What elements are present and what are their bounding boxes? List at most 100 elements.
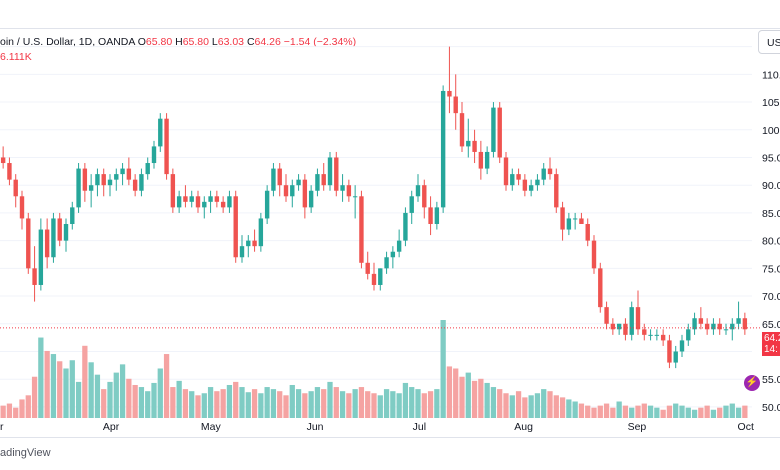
tradingview-logo[interactable]: adingView [0,447,51,459]
candle-body [560,207,565,230]
candle-body [466,140,471,147]
candle-body [13,179,18,197]
volume-bar [673,403,679,418]
candle-body [346,185,352,197]
candle-body [654,334,660,336]
volume-bar [735,407,742,418]
candle-body [447,90,452,97]
volume-bar [654,407,660,418]
volume-bar [572,401,578,418]
x-tick-label: Jul [413,421,426,433]
volume-bar [528,395,534,418]
volume-bar [390,391,396,418]
candle-body [642,329,647,335]
candle-body [371,273,377,285]
volume-bar [497,389,503,418]
candle-body [428,207,433,224]
candle-body [491,107,496,152]
candle-body [503,157,509,186]
volume-bar [138,387,145,418]
y-tick-label: 65.00 [762,319,780,331]
candle-body [51,218,56,258]
candle-body [57,218,62,241]
candle-body [686,329,691,341]
volume-bar [88,362,94,418]
volume-bar [698,407,704,418]
candle-body [227,196,232,208]
volume-bar [685,407,691,418]
candle-body [195,196,201,208]
candle-body [7,163,12,180]
candle-body [0,157,6,164]
volume-bar [31,376,38,418]
volume-bar [214,391,220,418]
volume-bar [484,382,490,418]
candle-body [327,157,333,186]
volume-bar [69,360,75,418]
volume-bar [610,407,616,418]
currency-button[interactable]: USD [758,30,780,54]
candle-body [730,323,735,330]
candle-body [233,196,238,258]
volume-bar [63,368,69,418]
candle-body [723,329,729,331]
x-tick-label: Apr [103,421,120,433]
candle-body [246,240,251,247]
volume-bar [704,405,710,418]
candle-body [616,323,622,330]
volume-bar [207,387,214,418]
volume-bar [629,407,635,418]
candle-body [459,113,465,147]
volume-bar [723,405,729,418]
volume-bar [603,403,610,418]
y-tick-label: 110.00 [762,69,780,81]
candle-body [409,196,414,213]
candle-body [692,318,697,330]
volume-bar [478,378,484,418]
volume-bar [465,372,471,418]
candle-body [396,240,402,252]
candle-body [101,174,106,186]
volume-bar [245,392,251,418]
candle-body [38,229,44,285]
volume-bar [597,405,603,418]
candle-body [554,174,559,208]
y-tick-label: 85.00 [762,208,780,220]
candle-body [667,340,672,363]
volume-bar [427,391,434,418]
lightning-icon[interactable]: ⚡ [744,375,760,391]
volume-bar [289,384,295,418]
candle-body [736,318,741,324]
candle-body [164,118,169,175]
volume-bar [333,387,339,418]
volume-bar [101,389,107,418]
candle-body [189,196,194,202]
volume-bar [453,368,459,418]
candle-body [214,196,220,202]
ohlc-legend[interactable]: oin / U.S. Dollar, 1D, OANDA O65.80 H65.… [0,36,356,48]
volume-bar [82,345,88,418]
candle-body [742,318,748,330]
candle-body [158,118,163,147]
y-tick-label: 75.00 [762,263,780,275]
volume-bar [358,387,365,418]
candle-body [32,268,37,285]
volume-bar [107,381,113,418]
volume-bar [635,405,641,418]
y-tick-label: 90.00 [762,180,780,192]
countdown-value: 14: [764,344,778,355]
candle-body [516,174,521,180]
candle-body [208,196,213,202]
y-tick-label: 80.00 [762,236,780,248]
volume-bar [440,320,446,418]
candle-body [145,163,150,175]
candle-body [63,224,69,241]
candle-body [711,323,716,330]
candle-body [598,268,603,308]
last-price-value: 64.26 [764,333,780,344]
volume-bar [239,387,245,418]
volume-bar [459,376,465,418]
candle-body [19,196,25,219]
volume-bar [220,389,226,418]
